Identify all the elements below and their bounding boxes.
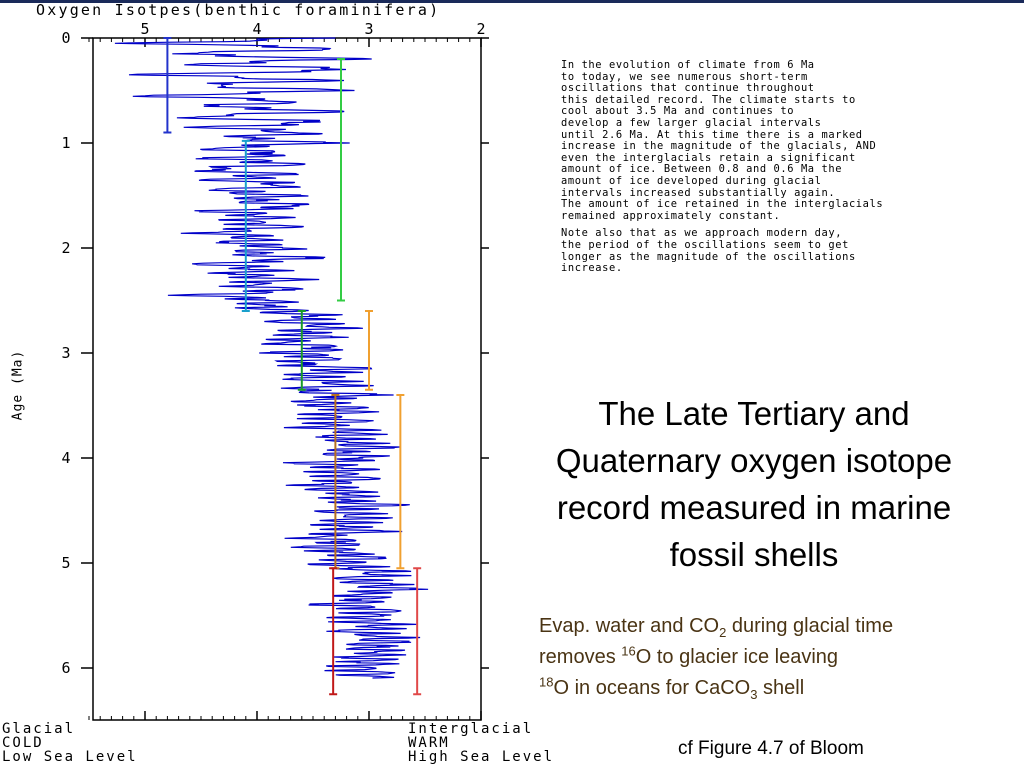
y-tick-label: 6 bbox=[61, 659, 70, 677]
top-rule bbox=[0, 0, 1024, 3]
caption-l3-text-a: O in oceans for CaCO bbox=[553, 677, 751, 699]
isotope-series-line bbox=[114, 37, 429, 679]
footer-right-line-1: Interglacial bbox=[408, 721, 534, 737]
x-tick-label: 2 bbox=[476, 20, 485, 38]
y-tick-label: 4 bbox=[61, 449, 70, 467]
x-tick-label: 4 bbox=[252, 20, 261, 38]
source-note: cf Figure 4.7 of Bloom bbox=[678, 738, 864, 759]
explanation-paragraph-1: In the evolution of climate from 6 Ma to… bbox=[561, 59, 884, 222]
footer-left-line-1: Glacial bbox=[2, 721, 76, 737]
caption-l2-text-a: removes bbox=[539, 646, 622, 668]
isotope-caption: Evap. water and CO2 during glacial time … bbox=[539, 611, 1019, 704]
caption-l2-superscript: 16 bbox=[621, 643, 636, 659]
y-tick-label: 0 bbox=[61, 29, 70, 47]
caption-l2-text-b: O to glacier ice leaving bbox=[635, 646, 839, 668]
footer-right-line-3: High Sea Level bbox=[408, 749, 555, 765]
explanation-paragraph-2: Note also that as we approach modern day… bbox=[561, 227, 856, 275]
footer-left-line-3: Low Sea Level bbox=[2, 749, 138, 765]
y-tick-label: 2 bbox=[61, 239, 70, 257]
caption-l1-subscript: 2 bbox=[719, 625, 727, 640]
caption-l3-subscript: 3 bbox=[750, 687, 758, 702]
y-tick-label: 5 bbox=[61, 554, 70, 572]
caption-l1-text-b: during glacial time bbox=[726, 615, 894, 637]
caption-line-2: removes 16O to glacier ice leaving bbox=[539, 642, 1019, 673]
slide-headline: The Late Tertiary and Quaternary oxygen … bbox=[555, 395, 953, 573]
footer-left-line-2: COLD bbox=[2, 735, 44, 751]
caption-l3-superscript: 18 bbox=[539, 674, 554, 690]
caption-l1-text-a: Evap. water and CO bbox=[539, 615, 720, 637]
footer-left: Glacial COLD Low Sea Level bbox=[2, 722, 138, 764]
footer-right-line-2: WARM bbox=[408, 735, 450, 751]
footer-right: Interglacial WARM High Sea Level bbox=[408, 722, 554, 764]
x-tick-label: 5 bbox=[140, 20, 149, 38]
caption-l3-text-b: shell bbox=[757, 677, 805, 699]
explanation-text: In the evolution of climate from 6 Ma to… bbox=[561, 59, 1023, 281]
caption-line-3: 18O in oceans for CaCO3 shell bbox=[539, 673, 1019, 704]
y-tick-label: 1 bbox=[61, 134, 70, 152]
y-axis-label: Age (Ma) bbox=[10, 349, 26, 421]
y-tick-label: 3 bbox=[61, 344, 70, 362]
chart-title: Oxygen Isotpes(benthic foraminifera) bbox=[36, 1, 441, 19]
caption-line-1: Evap. water and CO2 during glacial time bbox=[539, 611, 1019, 642]
x-tick-label: 3 bbox=[364, 20, 373, 38]
